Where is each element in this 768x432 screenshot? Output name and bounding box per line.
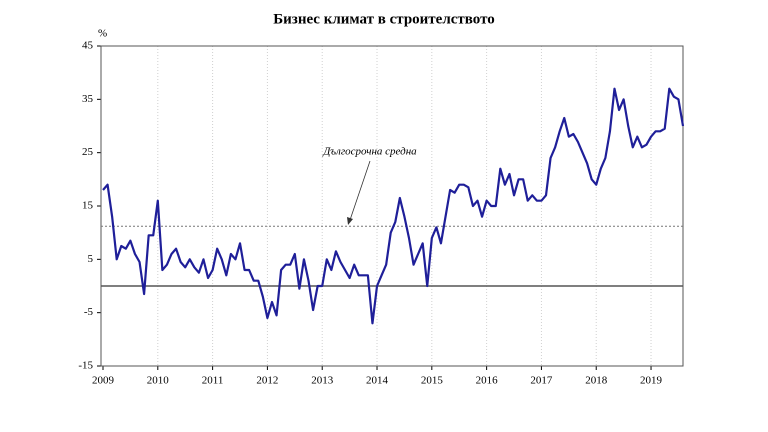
annotation: Дългосрочна средна: [322, 146, 417, 158]
x-tick-label: 2018: [585, 375, 608, 387]
y-tick-label: 15: [82, 200, 94, 212]
x-tick-label: 2014: [366, 375, 389, 387]
plot-frame: [100, 45, 684, 367]
data-line: [102, 87, 685, 325]
x-tick-label: 2009: [92, 375, 115, 387]
y-unit: %: [98, 28, 107, 40]
x-tick-label: 2010: [147, 375, 170, 387]
x-tick-label: 2015: [421, 375, 444, 387]
x-tick-label: 2017: [530, 375, 553, 387]
x-tick-label: 2019: [640, 375, 663, 387]
x-tick-label: 2011: [202, 375, 224, 387]
y-tick-label: 25: [82, 146, 94, 158]
chart-title: Бизнес климат в строителството: [273, 11, 495, 27]
y-tick-label: 35: [82, 93, 94, 105]
y-tick-label: -15: [78, 360, 93, 372]
x-tick-label: 2013: [311, 375, 334, 387]
y-tick-label: 5: [88, 253, 94, 265]
y-tick-label: -5: [84, 306, 94, 318]
arrow-head: [347, 217, 353, 225]
y-tick-label: 45: [82, 40, 94, 52]
annotation-arrow: [349, 160, 371, 221]
x-tick-label: 2012: [256, 375, 278, 387]
x-tick-label: 2016: [476, 375, 499, 387]
